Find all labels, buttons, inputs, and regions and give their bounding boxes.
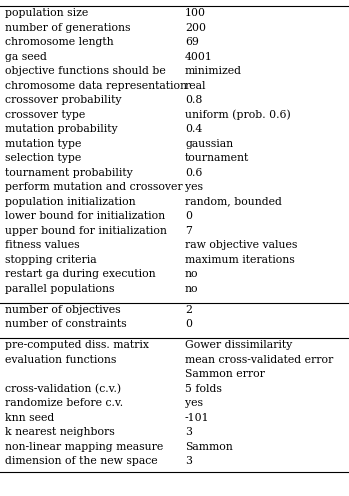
Text: uniform (prob. 0.6): uniform (prob. 0.6) (185, 110, 291, 120)
Text: yes: yes (185, 398, 203, 408)
Text: population initialization: population initialization (5, 197, 136, 207)
Text: perform mutation and crossover: perform mutation and crossover (5, 182, 183, 192)
Text: population size: population size (5, 8, 88, 18)
Text: 0: 0 (185, 319, 192, 329)
Text: 0.6: 0.6 (185, 168, 202, 178)
Text: 3: 3 (185, 427, 192, 437)
Text: number of generations: number of generations (5, 23, 131, 33)
Text: k nearest neighbors: k nearest neighbors (5, 427, 115, 437)
Text: 2: 2 (185, 305, 192, 314)
Text: 100: 100 (185, 8, 206, 18)
Text: crossover type: crossover type (5, 110, 85, 120)
Text: minimized: minimized (185, 66, 242, 76)
Text: evaluation functions: evaluation functions (5, 355, 116, 365)
Text: mutation probability: mutation probability (5, 124, 118, 134)
Text: number of objectives: number of objectives (5, 305, 121, 314)
Text: raw objective values: raw objective values (185, 240, 297, 250)
Text: fitness values: fitness values (5, 240, 80, 250)
Text: dimension of the new space: dimension of the new space (5, 456, 158, 466)
Text: tournament: tournament (185, 153, 249, 163)
Text: 5 folds: 5 folds (185, 384, 222, 394)
Text: pre-computed diss. matrix: pre-computed diss. matrix (5, 340, 149, 350)
Text: Sammon: Sammon (185, 442, 233, 452)
Text: 0.4: 0.4 (185, 124, 202, 134)
Text: upper bound for initialization: upper bound for initialization (5, 226, 167, 236)
Text: knn seed: knn seed (5, 413, 54, 423)
Text: tournament probability: tournament probability (5, 168, 133, 178)
Text: selection type: selection type (5, 153, 81, 163)
Text: number of constraints: number of constraints (5, 319, 127, 329)
Text: ga seed: ga seed (5, 52, 47, 62)
Text: chromosome data representation: chromosome data representation (5, 81, 187, 91)
Text: yes: yes (185, 182, 203, 192)
Text: objective functions should be: objective functions should be (5, 66, 166, 76)
Text: cross-validation (c.v.): cross-validation (c.v.) (5, 384, 121, 394)
Text: real: real (185, 81, 207, 91)
Text: 200: 200 (185, 23, 206, 33)
Text: non-linear mapping measure: non-linear mapping measure (5, 442, 163, 452)
Text: parallel populations: parallel populations (5, 284, 114, 294)
Text: 4001: 4001 (185, 52, 213, 62)
Text: restart ga during execution: restart ga during execution (5, 269, 156, 279)
Text: chromosome length: chromosome length (5, 37, 114, 47)
Text: crossover probability: crossover probability (5, 95, 121, 105)
Text: no: no (185, 269, 199, 279)
Text: maximum iterations: maximum iterations (185, 254, 295, 265)
Text: randomize before c.v.: randomize before c.v. (5, 398, 123, 408)
Text: 7: 7 (185, 226, 192, 236)
Text: gaussian: gaussian (185, 139, 233, 149)
Text: Sammon error: Sammon error (185, 369, 265, 379)
Text: -101: -101 (185, 413, 210, 423)
Text: mean cross-validated error: mean cross-validated error (185, 355, 333, 365)
Text: 0.8: 0.8 (185, 95, 202, 105)
Text: no: no (185, 284, 199, 294)
Text: random, bounded: random, bounded (185, 197, 282, 207)
Text: lower bound for initialization: lower bound for initialization (5, 211, 165, 221)
Text: Gower dissimilarity: Gower dissimilarity (185, 340, 292, 350)
Text: stopping criteria: stopping criteria (5, 254, 97, 265)
Text: mutation type: mutation type (5, 139, 81, 149)
Text: 0: 0 (185, 211, 192, 221)
Text: 3: 3 (185, 456, 192, 466)
Text: 69: 69 (185, 37, 199, 47)
